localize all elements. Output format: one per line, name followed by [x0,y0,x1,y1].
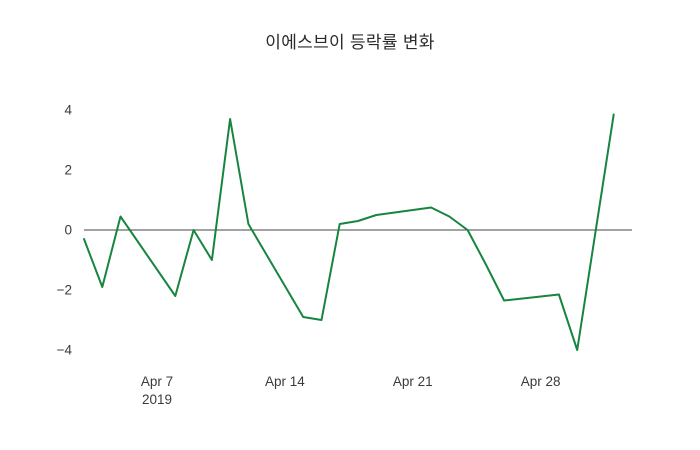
y-tick-label: −2 [57,283,72,298]
y-tick-label: 0 [64,223,72,238]
x-tick-sublabel: 2019 [142,392,172,407]
x-tick-label: Apr 14 [265,374,305,389]
y-tick-label: 4 [64,103,72,118]
series-line [83,113,615,351]
y-tick-label: −4 [57,343,73,358]
chart-title: 이에스브이 등락률 변화 [265,33,435,52]
y-tick-label: 2 [64,163,72,178]
x-tick-label: Apr 7 [141,374,173,389]
x-tick-label: Apr 21 [393,374,433,389]
x-tick-label: Apr 28 [521,374,561,389]
